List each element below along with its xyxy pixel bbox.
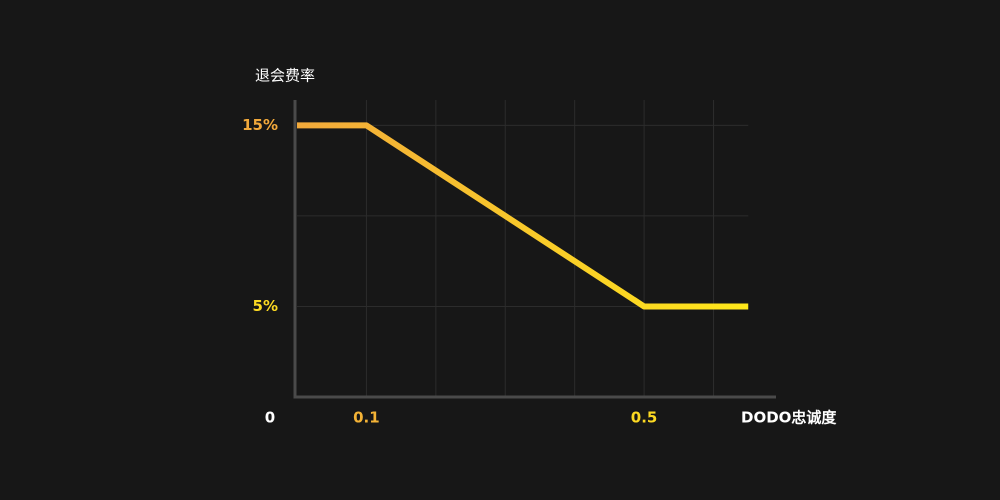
line xyxy=(297,122,749,310)
y-tick-label: 5% xyxy=(253,297,278,315)
x-tick-label: 0.5 xyxy=(631,409,658,427)
axis xyxy=(293,100,776,399)
x-axis-label: DODO忠诚度 xyxy=(741,409,837,427)
x-tick-label: 0.1 xyxy=(353,409,380,427)
y-axis-label: 退会费率 xyxy=(255,67,315,85)
x-tick-label: 0 xyxy=(265,409,275,427)
y-tick-label: 15% xyxy=(242,116,278,134)
